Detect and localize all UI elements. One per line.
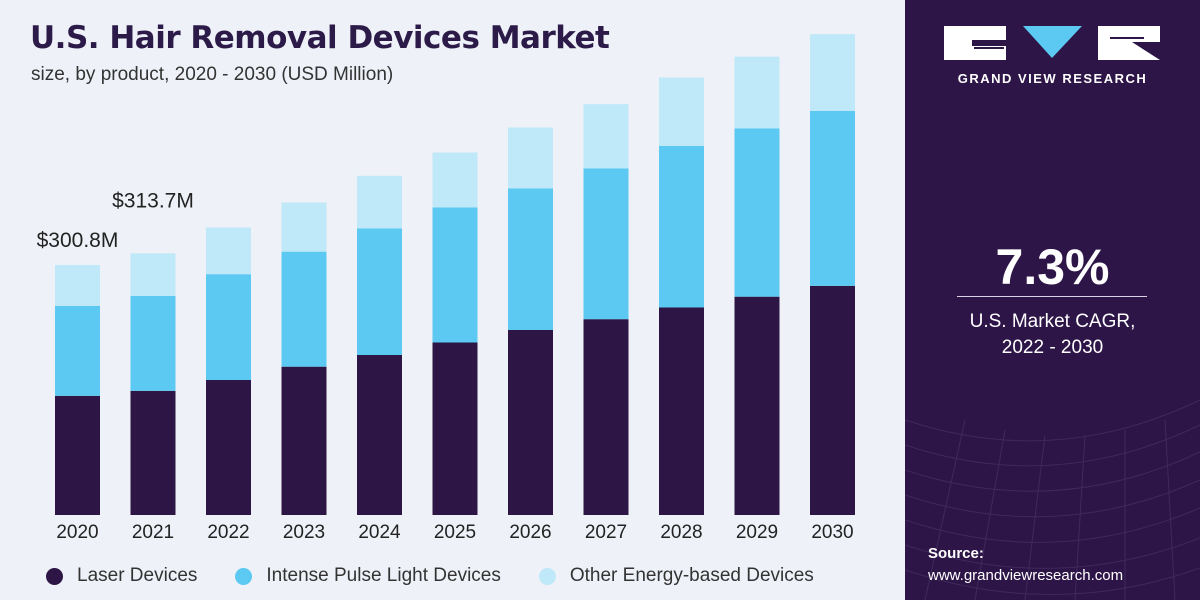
bar-2021-segment-2	[130, 295, 176, 391]
x-tick-label: 2026	[509, 522, 551, 543]
bar-2028-segment-1	[659, 307, 704, 515]
cagr-label-line1: U.S. Market CAGR,	[969, 311, 1136, 332]
stacked-bar-chart: 2020 $300.8M 2021 $313.7M 2022 2023 2024 2025 20…	[37, 34, 855, 543]
bar-2020-segment-1	[55, 395, 100, 515]
source-link[interactable]: www.grandviewresearch.com	[928, 567, 1124, 584]
x-tick-label: 2024	[358, 522, 401, 543]
bar-2030-segment-1	[810, 285, 855, 515]
x-tick-label: 2020	[56, 522, 98, 543]
legend-swatch	[538, 567, 556, 585]
bar-2023-segment-1	[281, 366, 327, 515]
x-tick-label: 2025	[434, 522, 476, 543]
bar-2025-segment-3	[432, 152, 478, 208]
legend-label: Other Energy-based Devices	[569, 565, 814, 586]
x-tick-label: 2023	[283, 522, 325, 543]
x-tick-label: 2027	[585, 522, 627, 543]
x-tick-label: 2029	[736, 522, 778, 543]
chart-subtitle: size, by product, 2020 - 2030 (USD Milli…	[31, 64, 394, 85]
bar-2029-segment-1	[734, 296, 780, 515]
bar-2020-segment-3	[55, 265, 100, 306]
data-label: $300.8M	[37, 229, 119, 252]
bar-2025-segment-1	[432, 342, 478, 515]
data-label: $313.7M	[112, 189, 194, 212]
bar-2030-segment-3	[810, 34, 855, 111]
bar-2027-segment-3	[583, 104, 629, 169]
legend-item: Intense Pulse Light Devices	[235, 565, 501, 587]
bar-2027-segment-2	[583, 168, 629, 320]
bar-2030-segment-2	[810, 110, 855, 286]
x-tick-label: 2021	[132, 522, 174, 543]
legend-item: Other Energy-based Devices	[538, 565, 814, 587]
chart-title: U.S. Hair Removal Devices Market	[30, 20, 610, 56]
bar-2024-segment-2	[357, 228, 402, 355]
legend-swatch	[235, 567, 253, 585]
bar-2022-segment-2	[206, 274, 251, 380]
chart-panel: U.S. Hair Removal Devices Market size, b…	[0, 0, 905, 600]
grand-view-research-logo	[944, 26, 1160, 60]
brand-name: GRAND VIEW RESEARCH	[957, 71, 1148, 86]
x-tick-label: 2028	[660, 522, 702, 543]
bar-2026-segment-1	[508, 330, 553, 515]
x-tick-label: 2022	[207, 522, 249, 543]
sidebar-panel: GRAND VIEW RESEARCH 7.3% U.S. Market CAG…	[905, 0, 1200, 600]
divider	[957, 296, 1147, 297]
bar-2023-segment-2	[281, 251, 327, 367]
x-tick-label: 2030	[811, 522, 853, 543]
bar-2023-segment-3	[281, 202, 327, 252]
bar-2021-segment-3	[130, 253, 176, 296]
cagr-value: 7.3%	[995, 239, 1110, 295]
bar-2024-segment-3	[357, 175, 402, 229]
bar-2025-segment-2	[432, 207, 478, 343]
cagr-label: U.S. Market CAGR, 2022 - 2030	[905, 309, 1200, 361]
cagr-label-line2: 2022 - 2030	[1001, 337, 1104, 358]
bar-2027-segment-1	[583, 319, 629, 515]
bar-2026-segment-3	[508, 127, 553, 189]
legend-swatch	[46, 567, 63, 585]
bar-2028-segment-3	[659, 77, 704, 146]
legend-label: Laser Devices	[77, 565, 198, 586]
bar-2028-segment-2	[659, 145, 704, 308]
bar-2022-segment-3	[206, 227, 251, 275]
bar-2022-segment-1	[206, 380, 251, 515]
chart-legend: Laser Devices Intense Pulse Light Devices…	[46, 565, 814, 587]
bar-2029-segment-2	[734, 128, 780, 297]
bar-2029-segment-3	[734, 56, 780, 129]
bar-2020-segment-2	[55, 305, 100, 396]
bar-2021-segment-1	[130, 390, 176, 515]
grid-background	[905, 399, 1200, 600]
bar-2024-segment-1	[357, 355, 402, 515]
bar-2026-segment-2	[508, 188, 553, 330]
source-title: Source:	[928, 545, 984, 562]
legend-label: Intense Pulse Light Devices	[266, 565, 501, 586]
legend-item: Laser Devices	[46, 565, 197, 587]
